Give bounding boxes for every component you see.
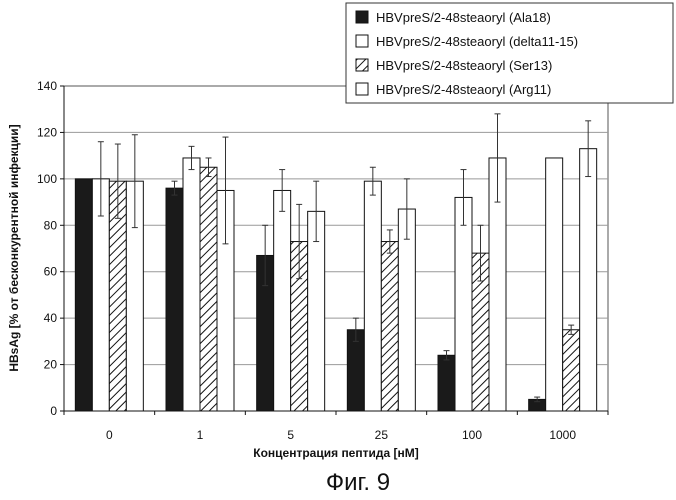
- figure-caption: Фиг. 9: [326, 469, 390, 496]
- y-tick-label: 120: [37, 125, 57, 139]
- bar: [455, 197, 472, 411]
- legend-label: HBVpreS/2-48steaoryl (Arg11): [376, 82, 551, 97]
- x-tick-label: 5: [287, 428, 294, 442]
- bar: [381, 242, 398, 411]
- y-tick-label: 60: [44, 265, 58, 279]
- legend-label: HBVpreS/2-48steaoryl (Ala18): [376, 10, 551, 25]
- bar: [580, 149, 597, 411]
- y-tick-label: 0: [50, 404, 57, 418]
- bar: [364, 181, 381, 411]
- y-tick-label: 80: [44, 218, 58, 232]
- y-tick-label: 20: [44, 358, 58, 372]
- x-tick-label: 100: [462, 428, 482, 442]
- y-tick-label: 140: [37, 79, 57, 93]
- y-axis-title: HBsAg [% от бесконкурентной инфекции]: [7, 124, 21, 371]
- x-tick-label: 1: [197, 428, 204, 442]
- bar: [166, 188, 183, 411]
- legend-label: HBVpreS/2-48steaoryl (Ser13): [376, 58, 552, 73]
- legend: HBVpreS/2-48steaoryl (Ala18) HBVpreS/2-48…: [346, 3, 673, 103]
- bar: [546, 158, 563, 411]
- bar: [563, 330, 580, 411]
- bar: [274, 190, 291, 411]
- bar: [183, 158, 200, 411]
- legend-swatch: [356, 11, 368, 23]
- x-axis-title: Концентрация пептида [нМ]: [253, 446, 418, 460]
- legend-swatch: [356, 59, 368, 71]
- x-tick-label: 1000: [549, 428, 576, 442]
- legend-swatch: [356, 35, 368, 47]
- legend-swatch: [356, 83, 368, 95]
- x-tick-label: 25: [375, 428, 389, 442]
- bar: [438, 355, 455, 411]
- legend-label: HBVpreS/2-48steaoryl (delta11-15): [376, 34, 578, 49]
- bar: [347, 330, 364, 411]
- x-tick-label: 0: [106, 428, 113, 442]
- plot-area: [64, 86, 608, 411]
- y-tick-label: 40: [44, 311, 58, 325]
- bar: [75, 179, 92, 411]
- y-tick-label: 100: [37, 172, 57, 186]
- bar: [200, 167, 217, 411]
